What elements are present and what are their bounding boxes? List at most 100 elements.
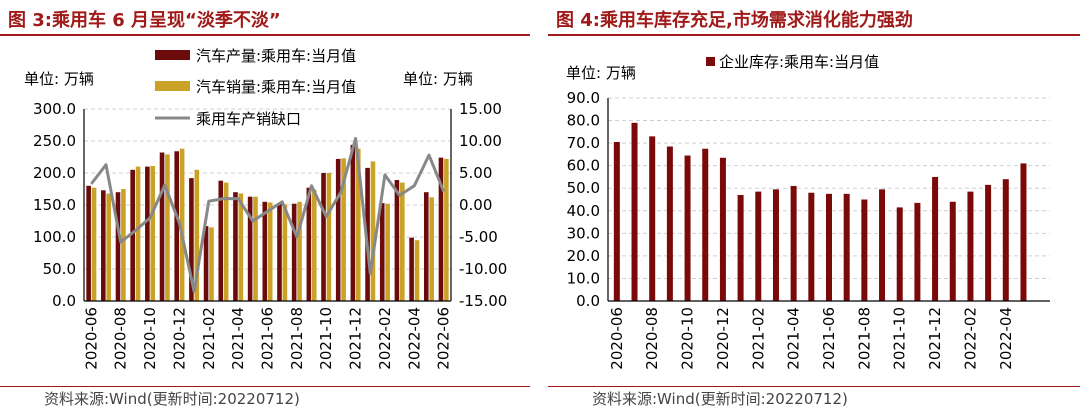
production-bar	[86, 185, 91, 301]
inventory-bar	[932, 176, 939, 301]
x-tick-label: 2020-08	[112, 307, 130, 370]
sales-bar	[355, 148, 361, 301]
x-tick-label: 2020-10	[679, 307, 697, 370]
x-tick-label: 2021-10	[891, 307, 909, 370]
inventory-bar	[808, 192, 815, 301]
inventory-bar	[737, 194, 744, 301]
production-bar	[130, 169, 135, 301]
inventory-bar	[684, 155, 691, 301]
y-right-tick-label: 5.00	[459, 164, 492, 182]
sales-bar	[370, 161, 376, 301]
right-chart: 0.0 10.0 20.0 30.0 40.0 50.0 60.0 70.0 80.0 90.0 单…	[566, 53, 1050, 370]
x-tick-label: 2020-08	[643, 307, 661, 370]
sales-bar	[179, 148, 185, 301]
production-bar	[379, 203, 385, 301]
inventory-bar	[949, 201, 956, 301]
sales-bar	[400, 182, 405, 301]
inventory-bar	[755, 191, 762, 301]
sales-bar	[282, 204, 288, 301]
production-bar	[321, 173, 326, 301]
x-tick-label: 2021-06	[820, 307, 838, 370]
production-bar	[394, 180, 400, 301]
production-bar	[409, 237, 414, 301]
y-right-tick-label: -15.00	[459, 292, 507, 310]
y-tick-label: 40.0	[567, 202, 600, 220]
y-tick-label: 90.0	[567, 89, 600, 107]
right-figure-panel: 图 4:乘用车库存充足,市场需求消化能力强劲 0.0 10.0 20.0 30.0 40…	[548, 0, 1080, 410]
sales-bar	[385, 203, 390, 301]
inventory-bar	[772, 189, 779, 301]
y-tick-label: 50.0	[567, 179, 600, 197]
x-tick-label: 2021-02	[200, 307, 218, 370]
sales-bar	[267, 202, 273, 301]
inventory-bar	[914, 202, 921, 301]
inventory-bar	[967, 191, 974, 301]
production-bar	[115, 192, 121, 301]
sales-bar	[341, 158, 346, 301]
y-tick-label: 20.0	[567, 247, 600, 265]
y-tick-label: 60.0	[567, 157, 600, 175]
y-left-tick-label: 200.0	[33, 164, 76, 182]
y-right-tick-label: 15.00	[459, 100, 502, 118]
legend-label-inventory: 企业库存:乘用车:当月值	[719, 53, 879, 71]
sales-bar	[326, 173, 332, 301]
x-tick-label: 2020-06	[82, 307, 100, 370]
x-tick-label: 2021-04	[785, 307, 803, 370]
x-tick-label: 2021-08	[855, 307, 873, 370]
production-bar	[262, 201, 268, 301]
x-tick-label: 2021-04	[229, 307, 247, 370]
sales-bar	[253, 196, 258, 301]
y-left-tick-label: 150.0	[33, 196, 76, 214]
x-tick-label: 2021-06	[259, 307, 277, 370]
inventory-bar	[985, 184, 992, 301]
y-right-unit: 单位: 万辆	[403, 70, 473, 88]
y-left-tick-label: 0.0	[52, 292, 76, 310]
legend-swatch-inventory	[706, 57, 715, 66]
x-tick-label: 2021-12	[926, 307, 944, 370]
y-left-tick-label: 250.0	[33, 132, 76, 150]
legend-label-production: 汽车产量:乘用车:当月值	[196, 47, 356, 65]
inventory-bar	[631, 122, 638, 301]
sales-bar	[209, 227, 214, 301]
production-bar	[277, 203, 282, 301]
legend-label-gap: 乘用车产销缺口	[196, 110, 301, 128]
left-chart: 0.0 50.0 100.0 150.0 200.0 250.0 300.0 -15.00 -1…	[24, 47, 507, 370]
right-source-note: 资料来源:Wind(更新时间:20220712)	[592, 390, 848, 408]
left-footer-rule	[0, 386, 530, 387]
legend-swatch-sales	[155, 81, 190, 91]
production-bar	[233, 192, 238, 301]
y-unit: 单位: 万辆	[566, 64, 636, 82]
left-title-rule	[0, 34, 530, 36]
y-tick-label: 30.0	[567, 224, 600, 242]
inventory-bar	[896, 207, 903, 301]
production-bar	[218, 180, 224, 301]
production-bar	[174, 151, 180, 301]
inventory-bar	[649, 136, 656, 301]
sales-bar	[106, 193, 112, 301]
x-tick-label: 2020-06	[608, 307, 626, 370]
production-bar	[189, 178, 194, 301]
inventory-bar	[843, 193, 850, 301]
inventory-bar	[826, 193, 832, 301]
inventory-bar	[861, 199, 868, 301]
production-bar	[101, 190, 106, 301]
sales-bar	[429, 197, 434, 301]
left-source-note: 资料来源:Wind(更新时间:20220712)	[44, 390, 300, 408]
y-tick-label: 70.0	[567, 134, 600, 152]
y-left-tick-label: 300.0	[33, 100, 76, 118]
inventory-bar	[666, 146, 673, 301]
inventory-bar	[719, 157, 726, 301]
x-tick-label: 2020-12	[170, 307, 188, 370]
sales-bar	[150, 165, 156, 301]
x-tick-label: 2022-02	[961, 307, 979, 370]
gap-line	[90, 136, 446, 293]
production-bar	[159, 152, 165, 301]
left-figure-panel: 图 3:乘用车 6 月呈现“淡季不淡” 0.0 50.0 100.0 150.0 200…	[0, 0, 530, 410]
y-tick-label: 0.0	[576, 292, 600, 310]
inventory-bar	[879, 189, 886, 301]
x-tick-label: 2022-04	[997, 307, 1015, 370]
x-tick-label: 2021-02	[749, 307, 767, 370]
x-tick-label: 2020-12	[714, 307, 732, 370]
production-bar	[438, 157, 444, 301]
legend-swatch-production	[155, 50, 190, 60]
